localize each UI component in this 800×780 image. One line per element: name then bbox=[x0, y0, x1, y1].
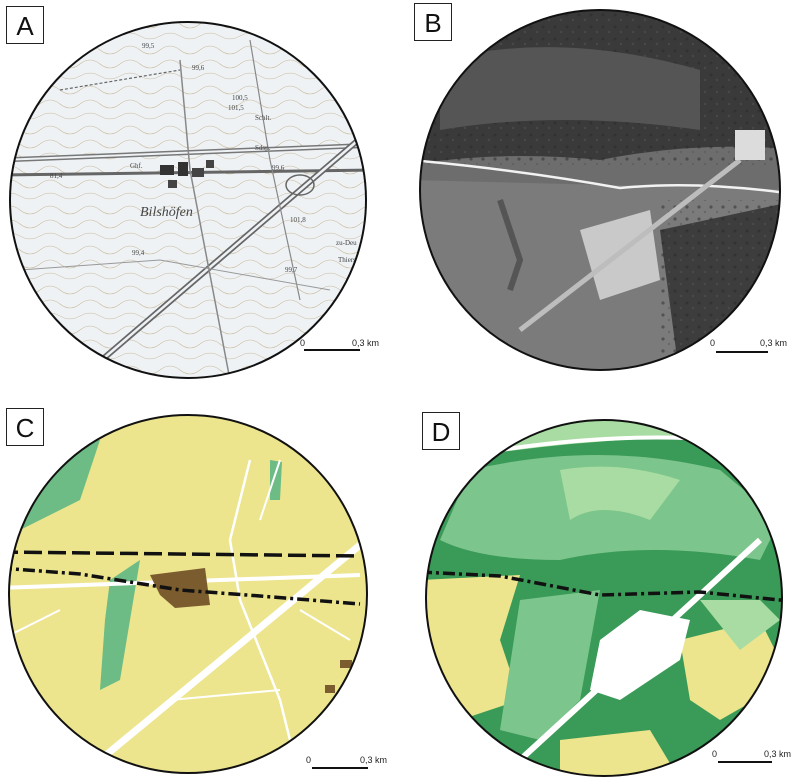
panel-c-scalebar: 0 0,3 km bbox=[306, 755, 387, 769]
topo-map: Bilshöfen 99,8 99,5 101,5 100,5 99,6 Schlt. Gh… bbox=[10, 16, 366, 378]
panel-c-outline bbox=[8, 414, 368, 774]
aerial-image bbox=[420, 10, 780, 370]
panel-label-c: C bbox=[6, 408, 44, 446]
panel-b-scalebar: 0 0,3 km bbox=[710, 338, 787, 353]
panel-d-scalebar: 0 0,3 km bbox=[712, 749, 791, 763]
place-name-label: Bilshöfen bbox=[140, 205, 193, 220]
topo-label: 99,4 bbox=[132, 249, 145, 257]
topo-label: 99,5 bbox=[142, 42, 155, 50]
scale-zero: 0 bbox=[306, 755, 311, 765]
topo-label: 81,4 bbox=[50, 172, 63, 180]
panel-d: 0 0,3 km bbox=[425, 419, 791, 777]
topo-label: 99,6 bbox=[192, 64, 205, 72]
scale-zero: 0 bbox=[300, 338, 305, 348]
land-cover-map bbox=[9, 415, 367, 773]
topo-label: 99,7 bbox=[285, 266, 298, 274]
topo-label: Ghf. bbox=[130, 162, 143, 170]
scale-zero: 0 bbox=[712, 749, 717, 759]
panel-d-outline bbox=[425, 419, 783, 777]
panel-b: 0 0,3 km bbox=[419, 9, 787, 371]
topo-label: 101,5 bbox=[228, 104, 244, 112]
panel-c: 0 0,3 km bbox=[8, 414, 387, 774]
vegetation-map bbox=[426, 420, 782, 776]
topo-label: 100,5 bbox=[232, 94, 248, 102]
scale-distance: 0,3 km bbox=[360, 755, 387, 765]
panel-label-d: D bbox=[422, 412, 460, 450]
topo-label: Thierst bbox=[338, 256, 358, 264]
topo-label: Schlt. bbox=[255, 114, 271, 122]
scale-distance: 0,3 km bbox=[352, 338, 379, 348]
panel-label-a: A bbox=[6, 6, 44, 44]
panel-a-scalebar: 0 0,3 km bbox=[300, 338, 379, 351]
panel-label-b: B bbox=[414, 3, 452, 41]
topo-label: 99,6 bbox=[272, 164, 285, 172]
panel-b-outline bbox=[419, 9, 781, 371]
topo-label: 101,8 bbox=[290, 216, 306, 224]
scale-distance: 0,3 km bbox=[760, 338, 787, 348]
topo-label: zu-Deu bbox=[336, 239, 357, 247]
panel-a-outline bbox=[9, 21, 367, 379]
scale-distance: 0,3 km bbox=[764, 749, 791, 759]
panel-a: Bilshöfen 99,8 99,5 101,5 100,5 99,6 Schlt. Gh… bbox=[9, 16, 379, 379]
topo-label: 99,8 bbox=[150, 16, 163, 24]
topo-label: Sdsp. bbox=[255, 144, 271, 152]
scale-zero: 0 bbox=[710, 338, 715, 348]
